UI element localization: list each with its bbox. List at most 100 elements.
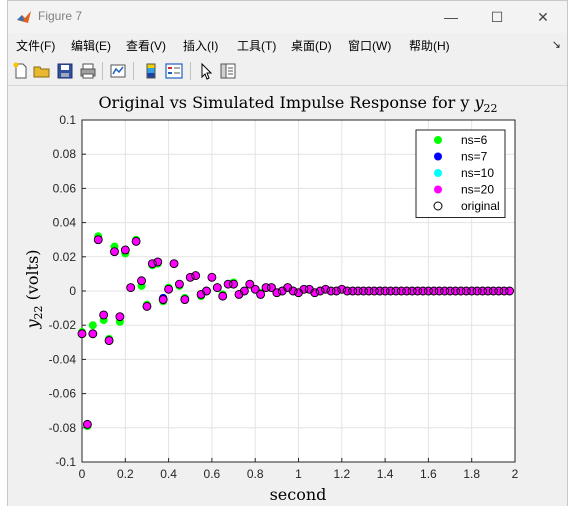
x-tick-label: 0.8 [247, 467, 264, 481]
menu-file[interactable]: 文件(F) [16, 39, 56, 53]
data-point [218, 291, 228, 301]
y-tick-label: 0.06 [53, 181, 77, 195]
x-tick-label: 1.6 [420, 467, 437, 481]
data-point [99, 310, 109, 320]
data-point [132, 237, 141, 246]
y-tick-label: -0.04 [49, 352, 77, 366]
data-point [126, 283, 135, 292]
data-point [396, 286, 406, 296]
x-axis-label: second [270, 485, 327, 504]
y-tick-label: -0.02 [49, 318, 77, 332]
data-point [169, 259, 179, 269]
data-point [461, 286, 471, 296]
x-tick-label: 1.8 [463, 467, 480, 481]
maximize-button[interactable]: ☐ [490, 8, 504, 25]
y-tick-label: -0.08 [49, 421, 77, 435]
window-title: Figure 7 [38, 9, 83, 23]
open-file-icon[interactable] [32, 61, 52, 81]
data-point [88, 329, 97, 338]
data-point [180, 295, 190, 305]
data-point [229, 279, 239, 289]
data-point [472, 286, 482, 296]
x-tick-label: 1.2 [333, 467, 350, 481]
data-point [445, 286, 455, 296]
data-point [77, 329, 87, 339]
data-point [180, 295, 189, 304]
data-point [342, 286, 352, 296]
data-point [402, 286, 412, 296]
menu-insert[interactable]: 插入(I) [183, 39, 219, 53]
data-point [413, 286, 423, 296]
x-tick-label: 0.4 [160, 467, 177, 481]
legend-icon[interactable] [164, 61, 184, 81]
matlab-icon [17, 11, 31, 23]
print-icon[interactable] [78, 61, 98, 81]
menu-desktop[interactable]: 桌面(D) [291, 39, 332, 53]
data-point [78, 329, 86, 338]
toolbar-separator [133, 62, 134, 80]
data-point [337, 284, 347, 294]
chart-title: Original vs Simulated Impulse Response f… [98, 93, 497, 115]
impulse-response-chart[interactable]: 0 0.2 0.4 0.6 0.8 1 1.2 1.4 1.6 1.8 2 -0.1 -0.08 -0.0… [8, 86, 567, 506]
data-point [369, 286, 379, 296]
data-point [505, 286, 515, 296]
data-point [126, 283, 136, 293]
menu-view[interactable]: 查看(V) [126, 39, 166, 53]
data-point [494, 286, 504, 296]
data-point [191, 271, 201, 281]
toolbar-separator [102, 62, 103, 80]
data-point [121, 245, 130, 254]
new-figure-icon[interactable] [11, 61, 31, 81]
data-point [359, 286, 368, 296]
data-point [131, 236, 141, 246]
minimize-button[interactable]: — [444, 9, 458, 25]
title-bar: Figure 7 — ☐ ✕ [8, 1, 567, 33]
legend-marker [434, 152, 442, 161]
x-tick-label: 1 [295, 467, 302, 481]
data-point [120, 245, 130, 255]
x-tick-label: 2 [512, 467, 519, 481]
data-point [250, 284, 260, 294]
data-point [153, 257, 163, 267]
data-point [115, 312, 125, 322]
data-point [137, 276, 146, 285]
menu-help[interactable]: 帮助(H) [409, 39, 450, 53]
y-tick-label: -0.1 [55, 455, 76, 469]
data-point [94, 235, 103, 244]
data-point [83, 420, 92, 429]
data-point [315, 286, 325, 296]
data-point [207, 272, 217, 282]
property-inspector-icon[interactable] [218, 61, 238, 81]
data-point [212, 283, 222, 293]
data-point [478, 286, 487, 296]
data-point [153, 257, 162, 266]
data-point [245, 279, 255, 289]
data-point [88, 321, 97, 330]
data-point [207, 273, 216, 282]
data-point [348, 286, 358, 296]
undock-icon[interactable]: ↘ [551, 39, 561, 51]
link-plot-icon[interactable] [108, 61, 128, 81]
data-point [331, 286, 341, 296]
y-tick-label: 0 [69, 284, 76, 298]
figure-canvas: 0 0.2 0.4 0.6 0.8 1 1.2 1.4 1.6 1.8 2 -0.1 -0.08 -0.0… [8, 86, 567, 506]
y-tick-label: 0.02 [53, 250, 77, 264]
colorbar-icon[interactable] [141, 61, 161, 81]
x-tick-label: 0.2 [117, 467, 134, 481]
save-icon[interactable] [55, 61, 75, 81]
legend-box [415, 129, 506, 218]
legend-entry-label: ns=6 [461, 133, 488, 147]
data-point [93, 235, 103, 245]
data-point [456, 286, 466, 296]
menu-window[interactable]: 窗口(W) [348, 39, 392, 53]
data-point [440, 286, 450, 296]
close-button[interactable]: ✕ [537, 8, 549, 25]
legend[interactable]: ns=6 ns=7 ns=10 ns=20 original [415, 129, 506, 218]
y-tick-label: -0.06 [49, 387, 77, 401]
menu-tools[interactable]: 工具(T) [237, 39, 277, 53]
data-point [272, 288, 282, 298]
data-point [391, 286, 401, 296]
pointer-icon[interactable] [196, 61, 216, 81]
menu-edit[interactable]: 编辑(E) [71, 39, 111, 53]
data-point [429, 286, 439, 296]
